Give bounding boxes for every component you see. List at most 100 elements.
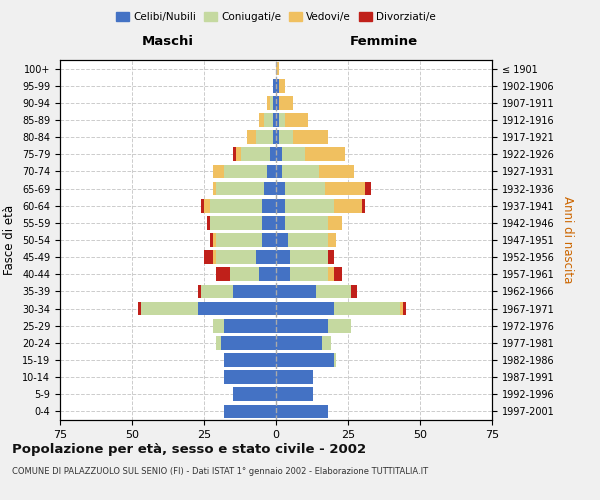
Bar <box>279 79 284 92</box>
Bar <box>215 250 256 264</box>
Bar <box>233 388 276 401</box>
Bar <box>276 164 282 178</box>
Bar <box>276 336 322 349</box>
Bar <box>282 164 319 178</box>
Bar <box>212 250 215 264</box>
Bar <box>276 319 328 332</box>
Bar <box>403 302 406 316</box>
Bar <box>198 284 201 298</box>
Bar <box>276 302 334 316</box>
Text: Femmine: Femmine <box>350 35 418 48</box>
Bar <box>204 250 212 264</box>
Y-axis label: Fasce di età: Fasce di età <box>4 205 16 275</box>
Bar <box>270 148 276 161</box>
Bar <box>276 96 279 110</box>
Bar <box>325 182 365 196</box>
Bar <box>279 130 293 144</box>
Legend: Celibi/Nubili, Coniugati/e, Vedovi/e, Divorziati/e: Celibi/Nubili, Coniugati/e, Vedovi/e, Di… <box>112 8 440 26</box>
Bar <box>276 250 290 264</box>
Bar <box>273 96 276 110</box>
Bar <box>210 233 212 247</box>
Bar <box>334 302 400 316</box>
Bar <box>268 96 270 110</box>
Bar <box>284 113 308 127</box>
Bar <box>362 199 365 212</box>
Bar <box>276 353 334 367</box>
Bar <box>256 130 273 144</box>
Bar <box>276 79 279 92</box>
Bar <box>212 182 215 196</box>
Text: Popolazione per età, sesso e stato civile - 2002: Popolazione per età, sesso e stato civil… <box>12 442 366 456</box>
Bar <box>262 233 276 247</box>
Bar <box>215 182 265 196</box>
Bar <box>276 388 313 401</box>
Bar <box>276 370 313 384</box>
Bar <box>140 302 198 316</box>
Bar <box>365 182 371 196</box>
Bar <box>259 268 276 281</box>
Bar <box>287 233 328 247</box>
Bar <box>273 130 276 144</box>
Bar <box>328 233 337 247</box>
Bar <box>276 268 290 281</box>
Bar <box>212 164 224 178</box>
Bar <box>198 302 276 316</box>
Bar <box>273 79 276 92</box>
Bar <box>215 233 262 247</box>
Bar <box>305 148 345 161</box>
Bar <box>236 148 241 161</box>
Bar <box>290 268 328 281</box>
Bar <box>334 268 342 281</box>
Bar <box>265 113 273 127</box>
Bar <box>270 96 273 110</box>
Bar <box>316 284 351 298</box>
Bar <box>276 233 287 247</box>
Bar <box>215 268 230 281</box>
Bar <box>259 113 265 127</box>
Bar <box>276 130 279 144</box>
Y-axis label: Anni di nascita: Anni di nascita <box>561 196 574 284</box>
Bar <box>400 302 403 316</box>
Bar <box>204 199 210 212</box>
Bar <box>284 182 325 196</box>
Text: COMUNE DI PALAZZUOLO SUL SENIO (FI) - Dati ISTAT 1° gennaio 2002 - Elaborazione : COMUNE DI PALAZZUOLO SUL SENIO (FI) - Da… <box>12 468 428 476</box>
Bar <box>224 353 276 367</box>
Bar <box>276 62 279 76</box>
Bar <box>293 130 328 144</box>
Bar <box>319 164 354 178</box>
Bar <box>279 96 293 110</box>
Bar <box>212 233 215 247</box>
Bar <box>351 284 356 298</box>
Bar <box>276 199 284 212</box>
Bar <box>268 164 276 178</box>
Bar <box>201 199 204 212</box>
Bar <box>334 353 337 367</box>
Bar <box>210 216 262 230</box>
Bar <box>201 284 233 298</box>
Bar <box>284 216 328 230</box>
Bar <box>328 216 342 230</box>
Bar <box>276 216 284 230</box>
Bar <box>328 319 351 332</box>
Bar <box>224 164 268 178</box>
Bar <box>247 130 256 144</box>
Bar <box>328 250 334 264</box>
Bar <box>284 199 334 212</box>
Bar <box>207 216 210 230</box>
Bar <box>233 284 276 298</box>
Bar <box>262 216 276 230</box>
Bar <box>328 268 334 281</box>
Bar <box>265 182 276 196</box>
Bar <box>290 250 328 264</box>
Bar <box>224 319 276 332</box>
Bar <box>276 404 328 418</box>
Bar <box>279 113 284 127</box>
Bar <box>210 199 262 212</box>
Bar <box>215 336 221 349</box>
Bar <box>276 113 279 127</box>
Bar <box>221 336 276 349</box>
Text: Maschi: Maschi <box>142 35 194 48</box>
Bar <box>282 148 305 161</box>
Bar <box>224 404 276 418</box>
Bar <box>233 148 236 161</box>
